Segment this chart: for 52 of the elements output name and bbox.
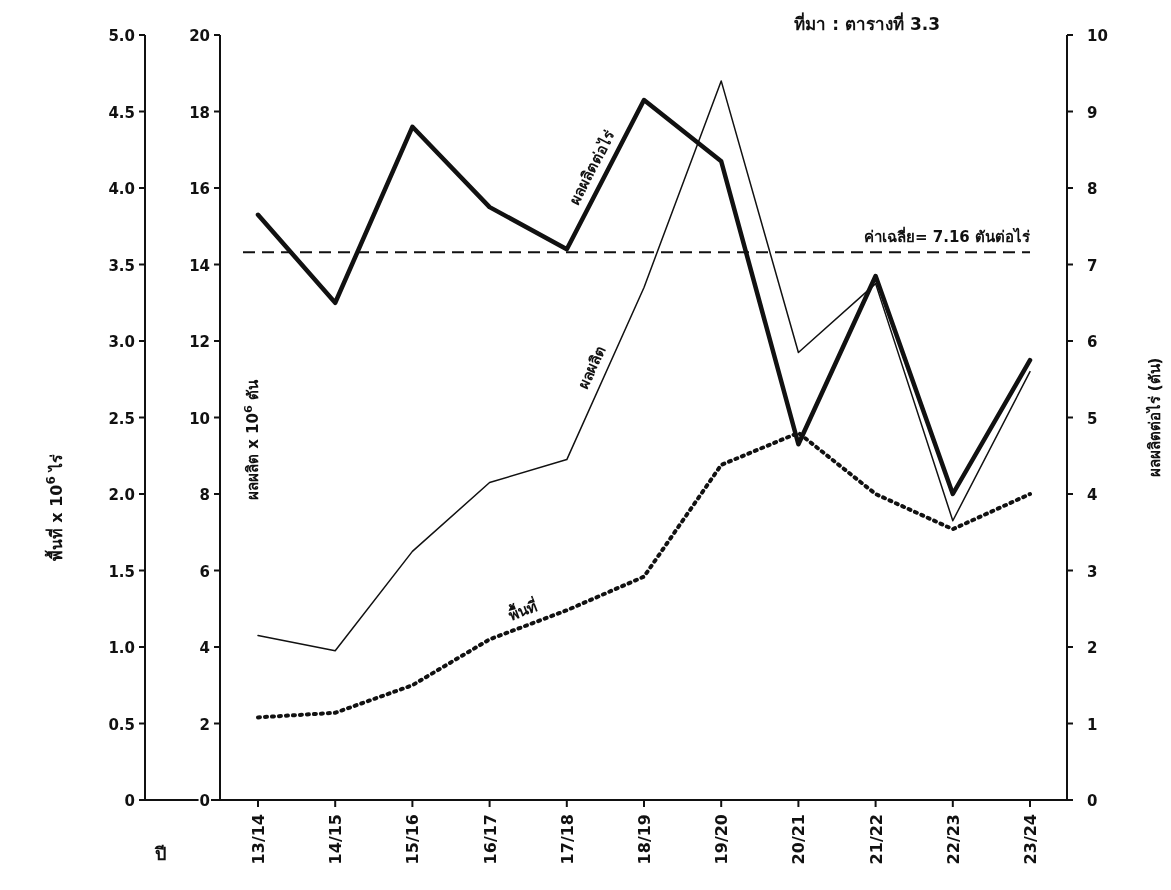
y-tick-label: 0 xyxy=(124,792,135,810)
x-tick-label: 18/19 xyxy=(635,814,654,865)
y3-tick-label: 4 xyxy=(1087,486,1098,504)
y3-tick-label: 10 xyxy=(1087,27,1108,45)
y3-tick-label: 8 xyxy=(1087,180,1098,198)
y-tick-label: 4.0 xyxy=(108,180,135,198)
y-tick-label: 3.0 xyxy=(108,333,135,351)
x-tick-label: 13/14 xyxy=(249,814,268,865)
y-tick-label: 1.0 xyxy=(108,639,135,657)
y-tick-label: 2.5 xyxy=(108,409,135,428)
y2-tick-label: 2 xyxy=(199,715,210,734)
y2-tick-label: 14 xyxy=(189,256,210,275)
y-tick-label: 0.5 xyxy=(108,715,135,734)
y2-tick-label: 4 xyxy=(199,639,210,657)
axis-y3: 0 1 2 3 4 5 6 7 8 9 10 xyxy=(1066,27,1108,810)
y3-tick-label: 9 xyxy=(1087,103,1098,122)
x-tick-label: 15/16 xyxy=(403,814,423,865)
y-tick-label: 5.0 xyxy=(108,27,135,45)
y-tick-label: 2.0 xyxy=(108,486,135,504)
y2-tick-label: 0 xyxy=(199,792,210,810)
y3-tick-label: 6 xyxy=(1087,333,1098,351)
x-tick-label: 16/17 xyxy=(480,814,500,865)
y-tick-label: 4.5 xyxy=(108,103,135,122)
axis-y2: 0 2 4 6 8 10 12 14 16 18 20 xyxy=(188,27,221,810)
x-tick-label: 21/22 xyxy=(866,814,886,865)
line-series xyxy=(257,80,1031,652)
annotation: ที่มา : ตารางที่ 3.3 xyxy=(794,14,940,34)
y-tick-label: 3.5 xyxy=(108,256,135,275)
x-tick-label: 14/15 xyxy=(326,814,346,865)
x-tick-label: 22/23 xyxy=(943,814,963,865)
x-tick-label: 23/24 xyxy=(1021,814,1040,865)
y2-tick-label: 10 xyxy=(189,409,210,428)
y2-tick-label: 6 xyxy=(199,562,210,581)
x-axis-title: ปี xyxy=(153,843,166,864)
y-tick-label: 1.5 xyxy=(108,562,135,581)
y3-tick-label: 2 xyxy=(1087,639,1098,657)
ref-line-label: ค่าเฉลี่ย= 7.16 ตันต่อไร่ xyxy=(863,226,1031,247)
y3-tick-label: 0 xyxy=(1087,792,1098,810)
y3-tick-label: 3 xyxy=(1087,562,1098,581)
x-tick-label: 19/20 xyxy=(712,814,732,865)
y2-tick-label: 8 xyxy=(199,486,210,504)
y2-tick-label: 12 xyxy=(189,333,210,351)
y2-tick-label: 16 xyxy=(189,180,210,198)
y2-tick-label: 18 xyxy=(189,103,210,122)
y3-axis-title: ผลผลิตต่อไร่ (ตัน) xyxy=(1145,357,1164,478)
ref-line: ค่าเฉลี่ย= 7.16 ตันต่อไร่ xyxy=(242,228,1031,254)
x-tick-label: 17/18 xyxy=(557,814,577,865)
y3-tick-label: 1 xyxy=(1087,715,1098,734)
y3-tick-label: 5 xyxy=(1087,409,1098,428)
x-tick-label: 20/21 xyxy=(789,814,809,865)
y3-tick-label: 7 xyxy=(1087,256,1098,275)
y2-tick-label: 20 xyxy=(189,27,210,45)
